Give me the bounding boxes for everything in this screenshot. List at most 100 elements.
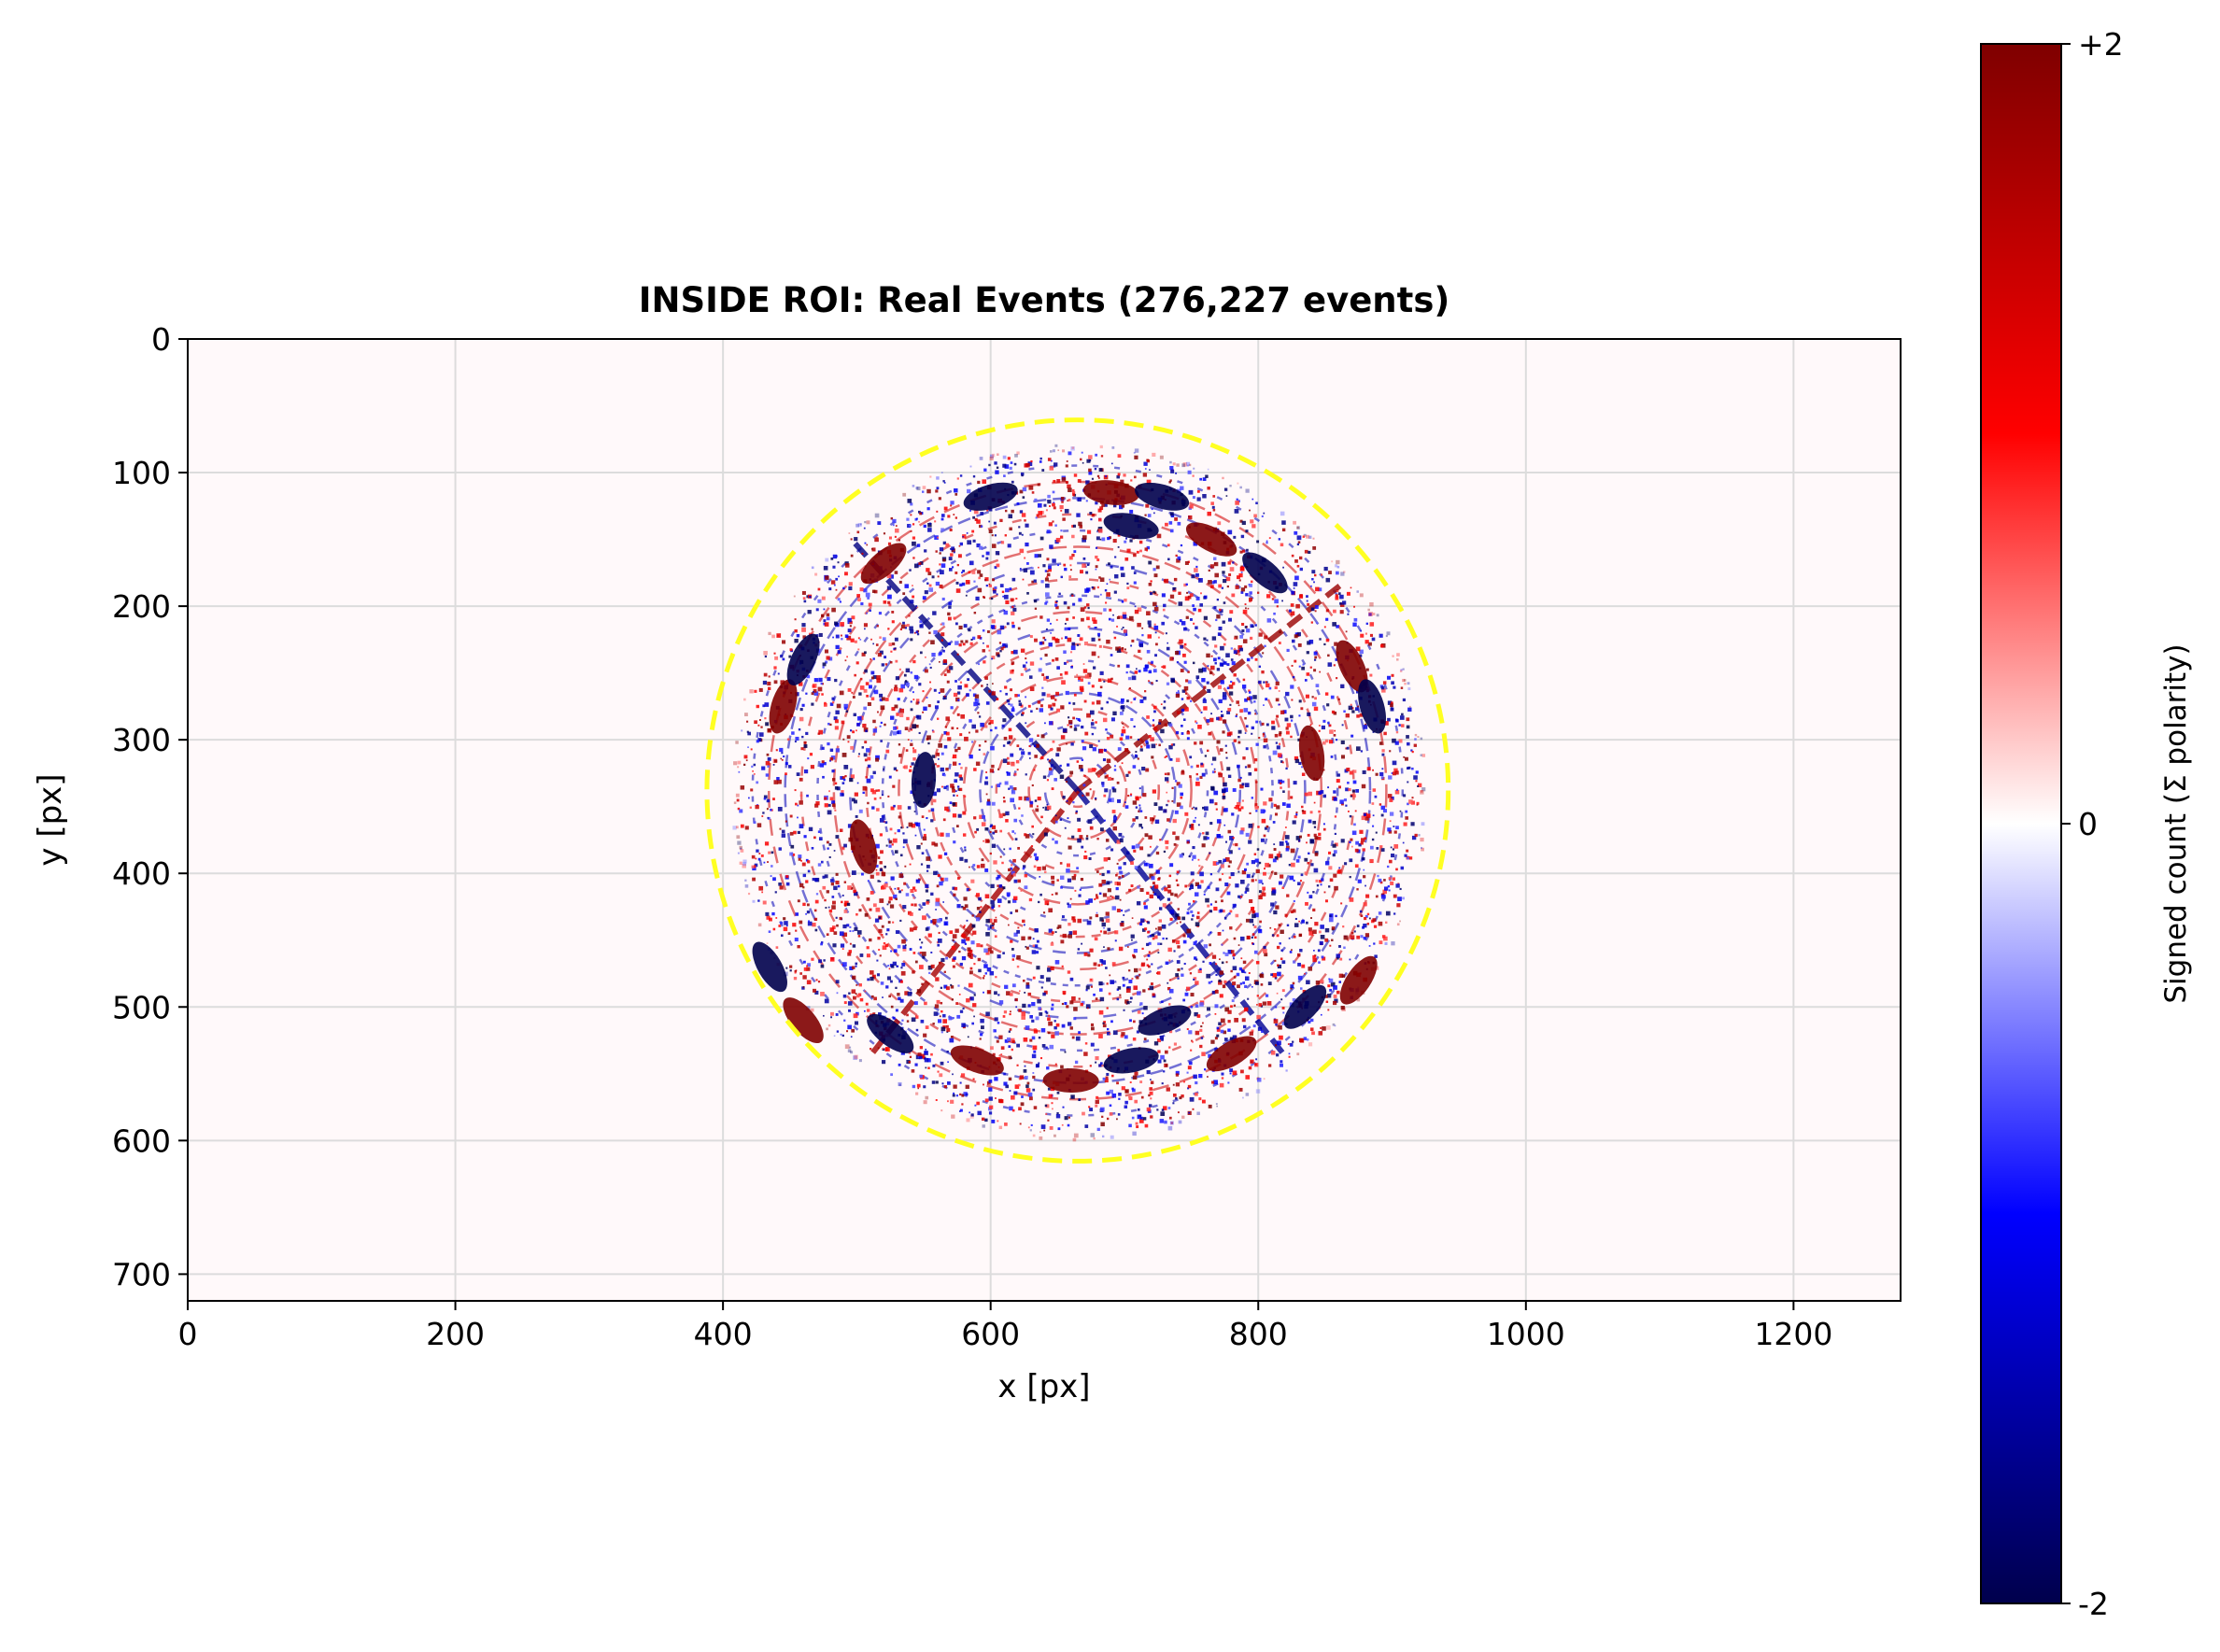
event-pixel: [872, 642, 875, 645]
event-pixel: [1025, 984, 1030, 989]
event-pixel: [1134, 605, 1137, 608]
event-pixel: [928, 971, 931, 975]
event-pixel: [814, 878, 818, 882]
event-pixel: [1355, 689, 1360, 694]
event-pixel: [764, 841, 770, 846]
event-pixel: [886, 573, 892, 579]
event-pixel: [1295, 813, 1298, 816]
event-pixel: [850, 1051, 854, 1054]
event-pixel: [1288, 1055, 1291, 1058]
event-pixel: [1199, 1002, 1204, 1007]
event-pixel: [1107, 896, 1110, 900]
event-pixel: [1281, 802, 1286, 806]
event-pixel: [1130, 717, 1134, 722]
event-ring: [799, 513, 1355, 1068]
event-pixel: [948, 1016, 953, 1021]
event-pixel: [1241, 969, 1244, 972]
event-pixel: [1274, 855, 1279, 860]
event-pixel: [1105, 911, 1110, 916]
event-pixel: [934, 535, 939, 540]
event-pixel: [990, 625, 995, 629]
event-pixel: [1366, 813, 1371, 818]
event-pixel: [1000, 1046, 1005, 1050]
event-pixel: [1153, 512, 1155, 515]
event-pixel: [1221, 561, 1226, 567]
event-pixel: [1152, 891, 1154, 894]
event-pixel: [1096, 699, 1101, 705]
event-pixel: [1201, 772, 1206, 777]
event-pixel: [870, 976, 874, 981]
event-pixel: [975, 729, 979, 733]
event-pixel: [1046, 558, 1050, 561]
event-pixel: [1143, 461, 1148, 466]
event-pixel: [1114, 939, 1117, 942]
event-pixel: [1002, 1015, 1006, 1018]
event-pixel: [951, 998, 954, 1001]
event-pixel: [877, 856, 881, 859]
event-pixel: [1105, 474, 1107, 477]
event-pixel: [918, 908, 921, 911]
event-pixel: [939, 1073, 943, 1078]
event-pixel: [1214, 900, 1218, 903]
event-pixel: [1101, 1115, 1104, 1118]
event-pixel: [779, 885, 784, 890]
event-pixel: [1366, 912, 1370, 916]
event-pixel: [983, 753, 986, 755]
event-pixel: [888, 995, 891, 998]
event-pixel: [1228, 685, 1234, 689]
event-pixel: [1096, 838, 1099, 840]
event-pixel: [915, 1028, 919, 1032]
event-pixel: [810, 1008, 814, 1012]
event-pixel: [1093, 993, 1096, 996]
event-pixel: [818, 959, 823, 964]
event-pixel: [898, 1063, 901, 1066]
event-pixel: [890, 715, 895, 720]
event-pixel: [1233, 535, 1237, 539]
event-pixel: [1275, 1006, 1278, 1009]
event-pixel: [762, 680, 768, 685]
event-pixel: [1025, 1025, 1030, 1030]
event-pixel: [1164, 1050, 1168, 1054]
event-pixel: [1324, 927, 1330, 933]
event-pixel: [1046, 575, 1049, 578]
event-pixel: [995, 551, 1000, 556]
event-pixel: [1220, 864, 1224, 868]
event-pixel: [1020, 672, 1024, 676]
event-pixel: [1305, 921, 1308, 925]
event-pixel: [1345, 630, 1348, 633]
event-pixel: [914, 1063, 918, 1066]
event-pixel: [1222, 719, 1227, 724]
event-pixel: [988, 1079, 993, 1083]
event-pixel: [1095, 798, 1097, 801]
event-pixel: [867, 764, 871, 769]
event-pixel: [1334, 832, 1336, 836]
event-pixel: [940, 639, 944, 642]
event-pixel: [1149, 894, 1153, 899]
event-pixel: [959, 856, 964, 861]
event-pixel: [1195, 722, 1198, 725]
event-pixel: [1222, 929, 1224, 932]
event-pixel: [1320, 883, 1322, 886]
event-pixel: [803, 600, 807, 603]
event-pixel: [931, 1080, 936, 1084]
event-pixel: [922, 486, 926, 489]
event-pixel: [1133, 572, 1137, 574]
event-pixel: [1167, 772, 1170, 776]
event-pixel: [1144, 664, 1150, 669]
event-pixel: [744, 826, 749, 830]
event-pixel: [1336, 625, 1339, 628]
event-pixel: [986, 801, 991, 806]
event-pixel: [1068, 797, 1072, 801]
event-pixel: [854, 1054, 858, 1059]
event-pixel: [1223, 952, 1225, 954]
event-pixel: [968, 628, 971, 632]
event-pixel: [1334, 1024, 1336, 1027]
event-pixel: [1332, 622, 1336, 627]
event-pixel: [1022, 1003, 1026, 1009]
event-pixel: [912, 523, 915, 526]
event-pixel: [1306, 534, 1309, 539]
event-pixel: [1171, 799, 1174, 802]
event-pixel: [1267, 981, 1272, 986]
event-pixel: [918, 939, 921, 941]
event-pixel: [1308, 791, 1312, 797]
